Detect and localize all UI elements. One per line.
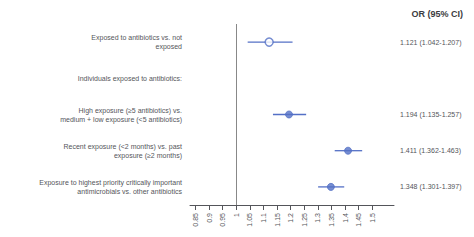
svg-text:1.194 (1.135-1.257): 1.194 (1.135-1.257) xyxy=(400,111,462,119)
svg-text:Recent exposure (<2 months) vs: Recent exposure (<2 months) vs. past xyxy=(64,143,183,151)
svg-text:1.15: 1.15 xyxy=(274,213,281,227)
svg-text:1.121 (1.042-1.207): 1.121 (1.042-1.207) xyxy=(400,39,462,47)
svg-text:1.35: 1.35 xyxy=(328,213,335,227)
svg-text:1.05: 1.05 xyxy=(246,213,253,227)
svg-text:exposed: exposed xyxy=(156,43,183,51)
svg-text:antimicrobials vs. other antib: antimicrobials vs. other antibiotics xyxy=(77,188,182,195)
svg-text:1.4: 1.4 xyxy=(342,213,349,223)
svg-text:Exposure to highest priority c: Exposure to highest priority critically … xyxy=(39,179,182,187)
svg-text:Individuals exposed to antibio: Individuals exposed to antibiotics: xyxy=(78,75,182,83)
svg-text:OR (95% CI): OR (95% CI) xyxy=(411,9,463,19)
svg-text:High exposure (≥5 antibiotics): High exposure (≥5 antibiotics) vs. xyxy=(79,107,182,115)
svg-text:1.411 (1.362-1.463): 1.411 (1.362-1.463) xyxy=(400,147,461,155)
svg-text:1.1: 1.1 xyxy=(260,213,267,223)
svg-text:medium + low exposure (<5 anti: medium + low exposure (<5 antibiotics) xyxy=(60,116,182,124)
svg-text:0.9: 0.9 xyxy=(206,213,213,223)
svg-text:1.45: 1.45 xyxy=(355,213,362,227)
svg-text:1.3: 1.3 xyxy=(314,213,321,223)
svg-text:1.5: 1.5 xyxy=(369,213,376,223)
svg-text:1: 1 xyxy=(233,213,240,217)
svg-text:1.2: 1.2 xyxy=(287,213,294,223)
svg-text:1.348 (1.301-1.397): 1.348 (1.301-1.397) xyxy=(400,183,462,191)
svg-text:0.85: 0.85 xyxy=(192,213,199,227)
svg-text:1.25: 1.25 xyxy=(301,213,308,227)
svg-text:Exposed to antibiotics vs. not: Exposed to antibiotics vs. not xyxy=(91,34,182,42)
svg-text:0.95: 0.95 xyxy=(219,213,226,227)
svg-text:exposure (≥2 months): exposure (≥2 months) xyxy=(114,152,182,160)
